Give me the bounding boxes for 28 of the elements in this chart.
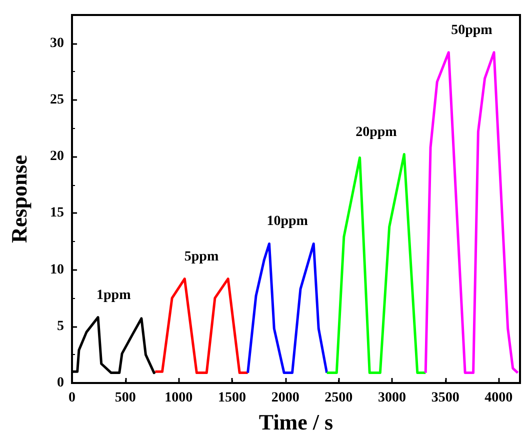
x-tick-label: 1000	[164, 390, 193, 406]
y-tick-label: 20	[50, 149, 64, 164]
line-series	[154, 278, 250, 374]
line-series	[70, 316, 156, 374]
x-tick-label: 3500	[431, 390, 460, 406]
x-tick-label: 2500	[324, 390, 353, 406]
line-series	[326, 153, 427, 374]
y-tick-label: 5	[57, 318, 64, 334]
line-series	[246, 242, 328, 374]
y-tick-label: 10	[50, 262, 64, 278]
annotation: 50ppm	[451, 22, 493, 38]
x-axis-title: Time / s	[258, 410, 334, 434]
line-series	[424, 51, 520, 374]
y-tick-label: 0	[57, 376, 64, 390]
x-tick-label: 0	[68, 390, 76, 406]
y-axis-title: Response	[6, 154, 32, 244]
x-tick-label: 500	[114, 390, 136, 406]
annotation: 5ppm	[184, 249, 219, 264]
y-tick-label: 30	[50, 36, 64, 51]
x-tick-label: 3000	[378, 390, 406, 406]
y-tick-label: 25	[50, 92, 64, 108]
y-tick-label: 15	[50, 206, 64, 221]
annotation: 10ppm	[266, 214, 308, 230]
x-tick-label: 4000	[484, 390, 513, 406]
x-tick-label: 1500	[218, 390, 246, 406]
annotation: 20ppm	[356, 124, 398, 140]
x-tick-label: 2000	[271, 390, 300, 406]
annotation: 1ppm	[96, 288, 132, 303]
